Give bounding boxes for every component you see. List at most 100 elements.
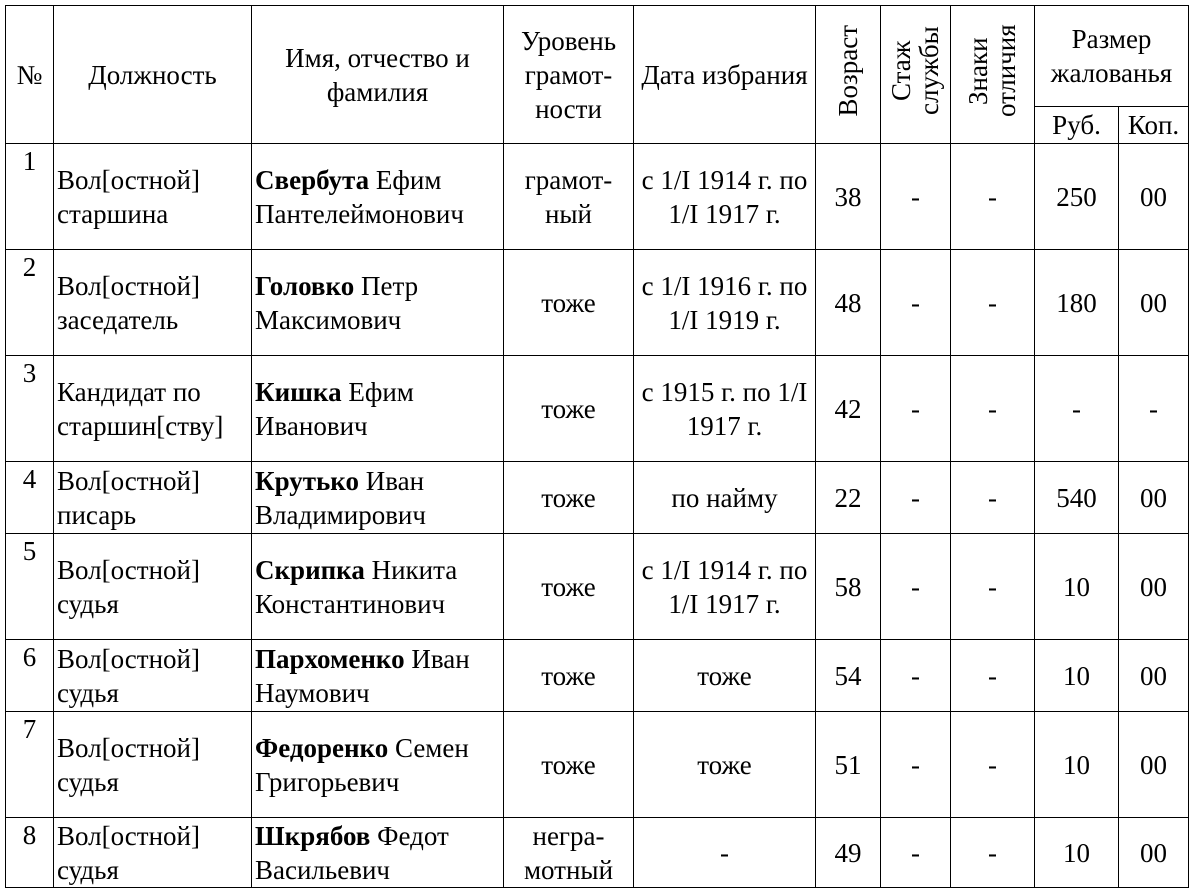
row-awards: -: [950, 711, 1035, 818]
header-rub: Руб.: [1034, 106, 1119, 144]
row-given-name: Петр Максимович: [255, 270, 419, 335]
row-awards: -: [950, 817, 1035, 888]
row-surname: Скрипка: [255, 554, 365, 585]
row-given-name: Ефим Иванович: [255, 376, 414, 441]
header-service: Стаж службы: [885, 26, 944, 115]
header-age: Возраст: [833, 24, 863, 117]
header-awards-cell: Знаки отличия: [950, 5, 1035, 144]
table-row: 7 Вол[остной] судья Федоренко Семен Григ…: [5, 711, 1190, 818]
row-rub: 540: [1034, 461, 1119, 534]
row-awards: -: [950, 461, 1035, 534]
row-position: Вол[остной] судья: [53, 533, 252, 640]
table-row: 1 Вол[остной] старшина Свербута Ефим Пан…: [5, 143, 1190, 250]
row-awards: -: [950, 639, 1035, 712]
table-row: 8 Вол[остной] судья Шкрябов Федот Василь…: [5, 817, 1190, 888]
row-date: с 1/I 1916 г. по 1/I 1919 г.: [633, 249, 816, 356]
row-awards: -: [950, 533, 1035, 640]
row-kop: 00: [1117, 817, 1190, 888]
row-literacy: тоже: [503, 461, 634, 534]
row-awards: -: [950, 355, 1035, 462]
row-literacy: грамот-ный: [503, 143, 634, 250]
row-kop: 00: [1117, 143, 1190, 250]
row-age: 49: [815, 817, 881, 888]
row-name: Кишка Ефим Иванович: [251, 355, 504, 462]
row-age: 54: [815, 639, 881, 712]
row-name: Пархоменко Иван Наумович: [251, 639, 504, 712]
header-salary: Размер жалованья: [1033, 5, 1190, 107]
row-position: Вол[остной] судья: [53, 817, 252, 888]
row-literacy: тоже: [503, 355, 634, 462]
table-row: 6 Вол[остной] судья Пархоменко Иван Наум…: [5, 639, 1190, 712]
row-rub: 10: [1034, 711, 1119, 818]
row-literacy: тоже: [503, 249, 634, 356]
row-num: 8: [5, 817, 54, 888]
row-literacy: тоже: [503, 639, 634, 712]
row-position: Вол[остной] писарь: [53, 461, 252, 534]
row-given-name: Федот Васильевич: [255, 820, 449, 885]
row-surname: Шкрябов: [255, 820, 371, 851]
row-date: тоже: [633, 639, 816, 712]
row-num: 4: [5, 461, 54, 534]
row-date: тоже: [633, 711, 816, 818]
header-age-cell: Возраст: [815, 5, 881, 144]
row-kop: 00: [1117, 461, 1190, 534]
row-age: 22: [815, 461, 881, 534]
row-num: 2: [5, 249, 54, 356]
row-surname: Свербута: [255, 164, 370, 195]
row-date: -: [633, 817, 816, 888]
row-num: 1: [5, 143, 54, 250]
row-kop: 00: [1117, 711, 1190, 818]
header-position: Должность: [53, 5, 252, 144]
row-surname: Кишка: [255, 376, 342, 407]
row-age: 58: [815, 533, 881, 640]
row-name: Свербута Ефим Пантелеймонович: [251, 143, 504, 250]
row-given-name: Семен Григорьевич: [255, 732, 469, 797]
header-awards: Знаки отличия: [962, 24, 1021, 117]
officials-table: № Должность Имя, отчество и фамилия Уров…: [5, 5, 1190, 888]
row-rub: 10: [1034, 533, 1119, 640]
row-date: с 1/I 1914 г. по 1/I 1917 г.: [633, 143, 816, 250]
row-service: -: [880, 249, 951, 356]
header-kop: Коп.: [1117, 106, 1190, 144]
row-age: 38: [815, 143, 881, 250]
row-name: Скрипка Никита Константинович: [251, 533, 504, 640]
row-rub: 10: [1034, 639, 1119, 712]
row-service: -: [880, 143, 951, 250]
row-position: Вол[остной] судья: [53, 639, 252, 712]
row-name: Шкрябов Федот Васильевич: [251, 817, 504, 888]
row-given-name: Ефим Пантелеймонович: [255, 164, 464, 229]
row-name: Крутько Иван Владимирович: [251, 461, 504, 534]
row-surname: Пархоменко: [255, 643, 405, 674]
row-service: -: [880, 639, 951, 712]
table-row: 2 Вол[остной] заседатель Головко Петр Ма…: [5, 249, 1190, 356]
row-service: -: [880, 711, 951, 818]
row-given-name: Никита Константинович: [255, 554, 458, 619]
row-position: Вол[остной] заседатель: [53, 249, 252, 356]
row-position: Вол[остной] старшина: [53, 143, 252, 250]
row-rub: 10: [1034, 817, 1119, 888]
row-awards: -: [950, 143, 1035, 250]
row-given-name: Иван Наумович: [255, 643, 470, 708]
row-num: 5: [5, 533, 54, 640]
row-position: Вол[остной] судья: [53, 711, 252, 818]
row-literacy: тоже: [503, 533, 634, 640]
row-date: с 1915 г. по 1/I 1917 г.: [633, 355, 816, 462]
row-age: 42: [815, 355, 881, 462]
row-kop: 00: [1117, 249, 1190, 356]
row-name: Головко Петр Максимович: [251, 249, 504, 356]
row-rub: 180: [1034, 249, 1119, 356]
row-literacy: негра-мотный: [503, 817, 634, 888]
row-date: по найму: [633, 461, 816, 534]
row-service: -: [880, 355, 951, 462]
table-row: 4 Вол[остной] писарь Крутько Иван Владим…: [5, 461, 1190, 534]
header-service-cell: Стаж службы: [880, 5, 951, 144]
row-date: с 1/I 1914 г. по 1/I 1917 г.: [633, 533, 816, 640]
table-row: 3 Кандидат по старшин[ству] Кишка Ефим И…: [5, 355, 1190, 462]
row-kop: 00: [1117, 533, 1190, 640]
row-service: -: [880, 817, 951, 888]
table-row: 5 Вол[остной] судья Скрипка Никита Конст…: [5, 533, 1190, 640]
row-num: 6: [5, 639, 54, 712]
header-subrow: Руб. Коп.: [6, 106, 1190, 144]
row-num: 3: [5, 355, 54, 462]
row-position: Кандидат по старшин[ству]: [53, 355, 252, 462]
